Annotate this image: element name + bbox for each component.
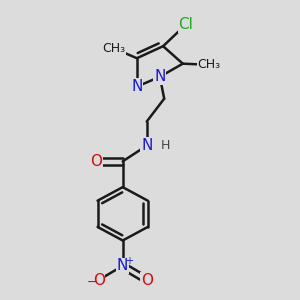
Text: O: O [93,272,105,287]
Text: N: N [154,69,166,84]
Text: Cl: Cl [178,17,194,32]
Text: N: N [117,258,128,273]
Text: O: O [141,272,153,287]
Text: O: O [91,154,103,169]
Text: N: N [131,79,142,94]
Text: −: − [87,276,97,289]
Text: CH₃: CH₃ [197,58,220,71]
Text: CH₃: CH₃ [102,42,125,55]
Text: N: N [141,138,152,153]
Text: H: H [161,139,170,152]
Text: +: + [125,256,133,266]
